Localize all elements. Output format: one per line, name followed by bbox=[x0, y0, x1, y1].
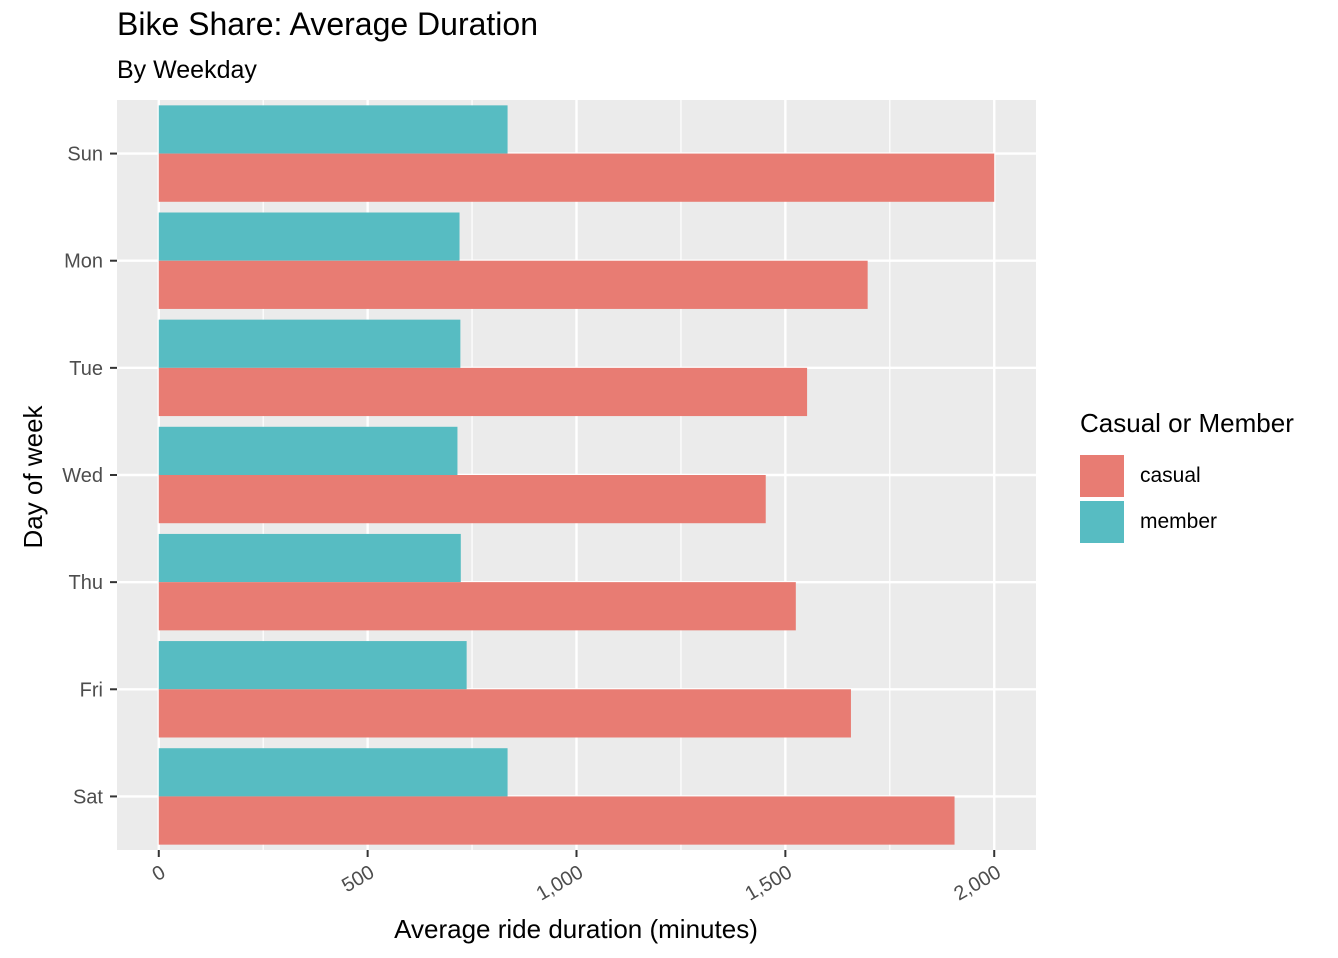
bar-member-fri bbox=[158, 641, 467, 690]
legend-key-casual bbox=[1080, 455, 1124, 497]
x-tick-label: 0 bbox=[149, 861, 170, 886]
legend-item-casual: casual bbox=[1080, 453, 1294, 499]
bar-casual-tue bbox=[158, 367, 808, 417]
legend-label-casual: casual bbox=[1140, 464, 1201, 487]
bar-casual-fri bbox=[158, 689, 851, 738]
x-tick-label: 500 bbox=[338, 861, 378, 897]
y-tick-label-mon: Mon bbox=[64, 251, 103, 273]
x-tick-label: 1,500 bbox=[742, 861, 796, 905]
legend-label-member: member bbox=[1140, 510, 1218, 533]
bar-member-thu bbox=[158, 533, 461, 583]
x-axis-title: Average ride duration (minutes) bbox=[394, 914, 758, 944]
bar-member-wed bbox=[158, 426, 458, 475]
chart-title: Bike Share: Average Duration bbox=[117, 6, 538, 42]
y-tick-label-tue: Tue bbox=[69, 358, 103, 380]
bar-member-mon bbox=[158, 212, 460, 261]
y-tick-label-thu: Thu bbox=[69, 572, 103, 594]
bar-member-sat bbox=[158, 748, 508, 797]
chart-subtitle: By Weekday bbox=[117, 56, 257, 84]
y-tick-label-wed: Wed bbox=[62, 465, 103, 487]
x-tick-label: 2,000 bbox=[950, 861, 1004, 905]
bar-member-tue bbox=[158, 319, 461, 368]
y-axis-title: Day of week bbox=[18, 404, 48, 548]
y-tick-label-sun: Sun bbox=[67, 144, 103, 166]
y-tick-label-fri: Fri bbox=[80, 679, 103, 701]
bar-casual-thu bbox=[158, 582, 796, 631]
legend-item-member: member bbox=[1080, 499, 1294, 545]
bar-casual-sun bbox=[158, 153, 995, 202]
x-tick-label: 1,000 bbox=[533, 861, 587, 905]
bar-casual-sat bbox=[158, 796, 955, 845]
legend-title: Casual or Member bbox=[1080, 408, 1294, 438]
legend-key-member bbox=[1080, 501, 1124, 543]
bar-member-sun bbox=[158, 105, 508, 154]
y-tick-label-sat: Sat bbox=[73, 786, 103, 808]
bar-casual-wed bbox=[158, 475, 766, 524]
bar-casual-mon bbox=[158, 260, 868, 309]
legend: Casual or Member casual member bbox=[1080, 408, 1294, 545]
